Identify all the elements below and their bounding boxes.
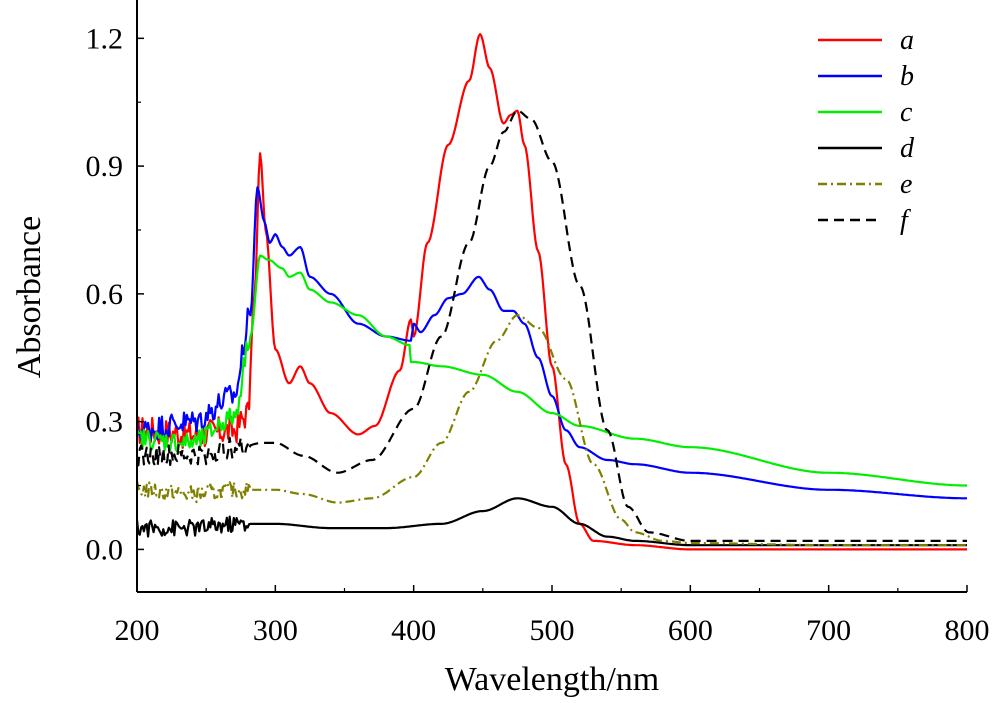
series-line-c	[135, 254, 967, 487]
series-line-b	[135, 186, 967, 500]
x-tick-label: 800	[945, 614, 990, 647]
y-tick-label: 1.2	[86, 22, 124, 55]
plot-lines	[135, 32, 967, 551]
legend-label-d: d	[900, 133, 915, 164]
x-tick-label: 200	[115, 614, 160, 647]
series-line-d	[135, 497, 967, 547]
y-tick-label: 0.9	[86, 150, 124, 183]
y-tick-label: 0.6	[86, 278, 124, 311]
legend-label-b: b	[900, 61, 914, 92]
legend-label-e: e	[900, 169, 912, 200]
y-tick-label: 0.3	[86, 406, 124, 439]
series-line-a	[136, 32, 967, 551]
x-tick-label: 500	[530, 614, 575, 647]
series-line-e	[135, 314, 967, 547]
y-axis-title: Absorbance	[11, 216, 48, 378]
legend-label-f: f	[900, 205, 911, 236]
x-tick-label: 700	[806, 614, 851, 647]
x-axis-title: Wavelength/nm	[445, 661, 659, 698]
x-tick-label: 600	[668, 614, 713, 647]
x-tick-label: 400	[391, 614, 436, 647]
y-ticks: 0.0 0.3 0.6 0.9 1.2	[86, 22, 144, 566]
y-tick-label: 0.0	[86, 533, 124, 566]
x-ticks: 200 300 400 500 600 700 800	[115, 585, 990, 647]
legend-label-c: c	[900, 97, 913, 128]
x-tick-label: 300	[253, 614, 298, 647]
legend-label-a: a	[900, 25, 914, 56]
